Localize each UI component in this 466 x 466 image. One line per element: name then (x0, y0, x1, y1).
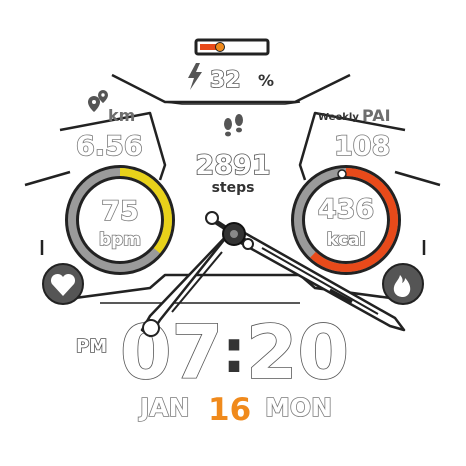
date-day: 16 (208, 392, 251, 428)
right-upper-line (298, 111, 406, 181)
calories-unit: kcal (327, 230, 366, 250)
pai-label: PAI (362, 106, 391, 125)
analog-hands (140, 211, 406, 338)
calories-value: 436 (318, 194, 374, 225)
pai-value: 108 (334, 131, 390, 162)
hour-hand (140, 228, 234, 338)
heart-rate-ring-fill (68, 168, 172, 272)
date-weekday: MON (265, 393, 332, 422)
footprints-icon (224, 114, 243, 137)
date-month: JAN (138, 393, 190, 422)
flame-icon (393, 275, 411, 297)
time-display: PM 07 : 20 (75, 309, 350, 397)
distance-unit: km (108, 106, 135, 125)
battery-fill (200, 44, 221, 50)
pai-label-small: Weekly (318, 112, 359, 123)
time-minutes: 20 (246, 310, 349, 396)
battery-percent-sign: % (258, 71, 274, 90)
left-upper-line (59, 111, 167, 181)
time-hours: 07 (120, 310, 223, 396)
battery-widget: 32 % (188, 38, 274, 94)
distance-widget: km 6.56 (75, 90, 143, 163)
top-divider-line (111, 73, 351, 104)
heart-icon (50, 273, 76, 296)
battery-percent: 32 (210, 68, 241, 93)
heart-rate-widget: 75 bpm (65, 165, 175, 275)
lightning-icon (188, 63, 202, 90)
heart-rate-unit: bpm (99, 230, 141, 250)
steps-widget: 2891 steps (195, 114, 271, 196)
steps-label: steps (212, 180, 255, 196)
heart-rate-value: 75 (101, 196, 139, 227)
steps-value: 2891 (195, 150, 270, 181)
date-display: JAN 16 MON (137, 392, 333, 428)
calories-widget: 436 kcal (291, 165, 401, 275)
battery-outline (194, 38, 270, 56)
distance-value: 6.56 (76, 131, 143, 162)
calories-button[interactable] (382, 263, 424, 305)
ampm-indicator: PM (76, 336, 107, 357)
pai-widget: Weekly PAI 108 (318, 106, 391, 163)
heart-button[interactable] (42, 263, 84, 305)
location-pin-icon (88, 90, 108, 112)
time-colon: : (222, 317, 246, 387)
